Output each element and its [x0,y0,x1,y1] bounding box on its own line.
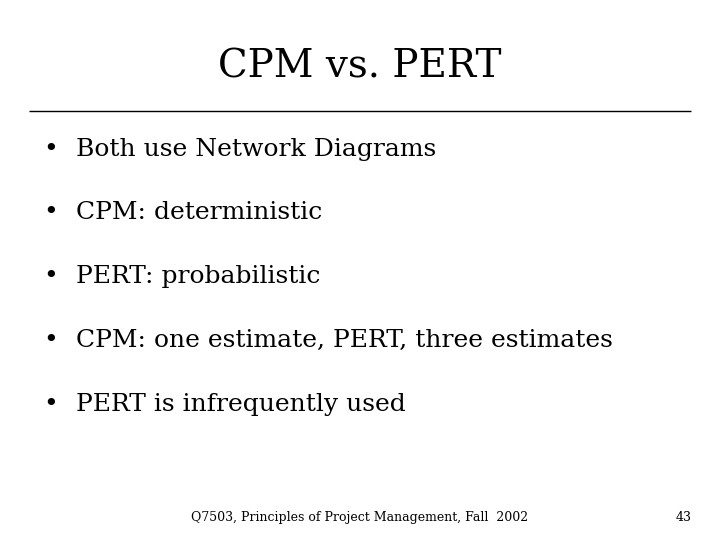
Text: •: • [43,265,58,288]
Text: Q7503, Principles of Project Management, Fall  2002: Q7503, Principles of Project Management,… [192,511,528,524]
Text: Both use Network Diagrams: Both use Network Diagrams [76,138,436,161]
Text: CPM vs. PERT: CPM vs. PERT [218,49,502,86]
Text: •: • [43,138,58,161]
Text: •: • [43,201,58,225]
Text: CPM: one estimate, PERT, three estimates: CPM: one estimate, PERT, three estimates [76,329,613,352]
Text: PERT: probabilistic: PERT: probabilistic [76,265,320,288]
Text: PERT is infrequently used: PERT is infrequently used [76,393,405,416]
Text: •: • [43,329,58,352]
Text: CPM: deterministic: CPM: deterministic [76,201,322,225]
Text: 43: 43 [675,511,691,524]
Text: •: • [43,393,58,416]
